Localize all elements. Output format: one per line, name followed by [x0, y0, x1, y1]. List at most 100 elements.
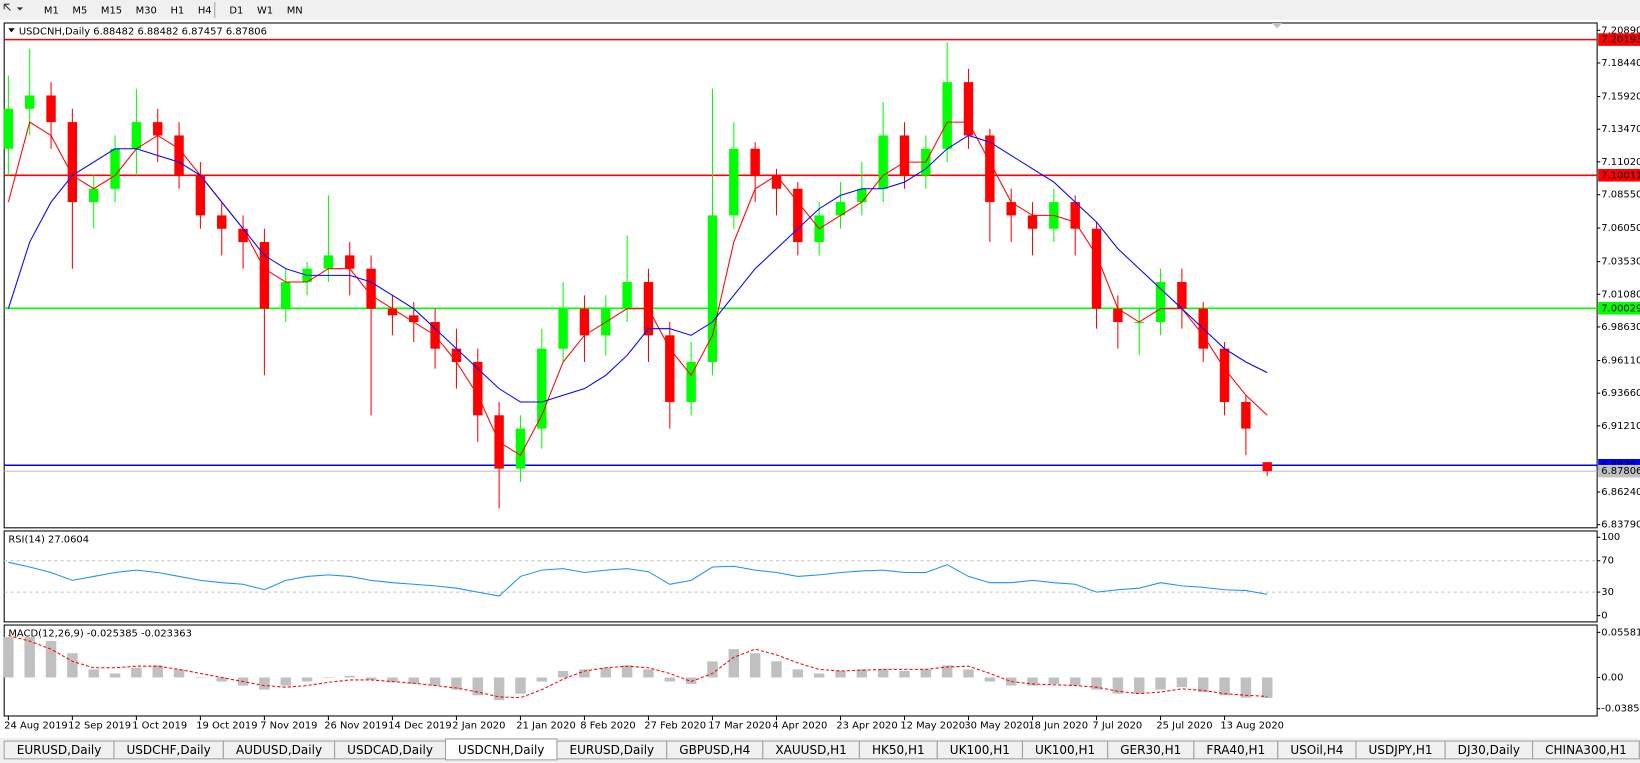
candle-body — [195, 175, 206, 216]
macd-bar — [963, 669, 974, 678]
candle-body — [217, 215, 227, 229]
x-tick-label: 26 Nov 2019 — [324, 720, 388, 731]
candle-body — [1177, 282, 1187, 309]
macd-bar — [941, 665, 953, 678]
cursor-icon — [3, 3, 11, 11]
rsi-line — [8, 561, 1268, 597]
macd-bar — [472, 677, 484, 696]
x-tick-label: 7 Jul 2020 — [1092, 720, 1142, 731]
timeframe-button[interactable]: MN — [287, 5, 303, 16]
y-tick-label: 7.20890 — [1601, 25, 1640, 36]
timeframe-button[interactable]: H4 — [198, 5, 212, 16]
candle-body — [24, 95, 35, 109]
candle-body — [451, 348, 462, 362]
timeframe-button[interactable]: M5 — [72, 5, 87, 16]
candle-body — [622, 282, 632, 309]
macd-bar — [1176, 677, 1188, 688]
macd-bar — [536, 677, 548, 682]
candle-body — [238, 228, 248, 243]
macd-bar — [493, 677, 505, 701]
tab[interactable]: EURUSD,Daily — [556, 740, 668, 760]
y-tick-label: 100 — [1601, 532, 1620, 543]
tab[interactable]: USDCAD,Daily — [334, 740, 447, 760]
tab[interactable]: USDCHF,Daily — [113, 740, 224, 760]
candle-body — [1113, 308, 1123, 323]
y-tick-label: 7.18440 — [1601, 58, 1640, 69]
price-label-box — [1598, 33, 1640, 46]
x-tick-label: 30 May 2020 — [964, 720, 1029, 731]
tab-label: UK100,H1 — [950, 743, 1010, 757]
tab-label: DJ30,Daily — [1458, 743, 1520, 757]
tab[interactable]: XAUUSD,H1 — [762, 740, 860, 760]
price-label: 7.20193 — [1601, 35, 1640, 46]
candle-body — [686, 361, 696, 402]
x-tick-label: 27 Feb 2020 — [644, 720, 706, 731]
macd-bar — [877, 669, 889, 678]
y-tick-label: 6.96110 — [1601, 356, 1640, 367]
tab-label: USDCNH,Daily — [458, 743, 544, 757]
macd-bar — [1027, 677, 1038, 686]
macd-bar — [984, 677, 996, 682]
macd-bar — [1240, 677, 1252, 698]
candle-body — [899, 135, 910, 176]
timeframe-button[interactable]: H1 — [170, 5, 184, 16]
macd-bar — [131, 667, 142, 678]
tab[interactable]: EURUSD,Daily — [3, 740, 115, 760]
tab[interactable]: HK50,H1 — [858, 740, 938, 760]
candle-body — [1027, 215, 1038, 229]
macd-bar — [856, 669, 868, 678]
tab[interactable]: UK100,H1 — [1021, 740, 1109, 760]
candle-body — [110, 148, 120, 189]
macd-bar — [173, 669, 185, 678]
price-label-box — [1598, 169, 1640, 182]
signal-line — [8, 634, 1268, 699]
tab[interactable]: UK100,H1 — [936, 740, 1023, 760]
tab[interactable]: DJ30,Daily — [1444, 740, 1534, 760]
macd-bar — [1091, 677, 1102, 690]
tab[interactable]: CHINA300,H1 — [1532, 740, 1640, 760]
y-tick-label: 6.91210 — [1601, 421, 1640, 432]
timeframe-button[interactable]: W1 — [257, 5, 273, 16]
macd-bar — [643, 669, 654, 678]
y-tick-label: 6.93660 — [1601, 388, 1640, 399]
timeframe-button[interactable]: D1 — [229, 5, 243, 16]
macd-bar — [1197, 677, 1209, 693]
y-tick-label: 6.86240 — [1601, 487, 1640, 498]
candle-body — [323, 255, 334, 269]
tab[interactable]: FRA40,H1 — [1193, 740, 1279, 760]
y-tick-label: 30 — [1601, 587, 1614, 598]
candle-body — [1262, 462, 1272, 472]
tab-label: CHINA300,H1 — [1545, 743, 1627, 757]
tab-label: XAUUSD,H1 — [775, 743, 846, 757]
macd-bar — [429, 677, 441, 686]
timeframe-button[interactable]: M30 — [136, 5, 157, 16]
macd-bar — [344, 675, 355, 678]
candle-body — [174, 135, 184, 176]
price-label: 6.87806 — [1601, 466, 1640, 477]
y-tick-label: 7.08550 — [1601, 190, 1640, 201]
tab[interactable]: GER30,H1 — [1107, 740, 1195, 760]
tab[interactable]: AUDUSD,Daily — [222, 740, 336, 760]
candle-body — [707, 215, 718, 362]
tab[interactable]: USDJPY,H1 — [1355, 740, 1446, 760]
macd-bar — [152, 665, 163, 678]
macd-bar — [899, 671, 910, 678]
macd-bar — [259, 677, 270, 690]
candle-body — [515, 428, 526, 469]
macd-bar — [1005, 677, 1017, 686]
tab-label: USOil,H4 — [1290, 743, 1343, 757]
x-tick-label: 19 Oct 2019 — [196, 720, 257, 731]
macd-bar — [685, 677, 697, 684]
tab[interactable]: USDCNH,Daily — [444, 738, 558, 761]
candle-body — [131, 122, 142, 149]
tab[interactable]: USOil,H4 — [1277, 740, 1357, 760]
timeframe-button[interactable]: M1 — [44, 5, 59, 16]
macd-bar — [24, 637, 35, 678]
macd-bar — [301, 677, 313, 682]
candle-body — [771, 175, 782, 189]
candle-body — [3, 108, 14, 149]
timeframe-button[interactable]: M15 — [101, 5, 122, 16]
macd-bar — [45, 641, 57, 678]
tab[interactable]: GBPUSD,H4 — [666, 740, 764, 760]
shift-marker — [1271, 22, 1283, 29]
